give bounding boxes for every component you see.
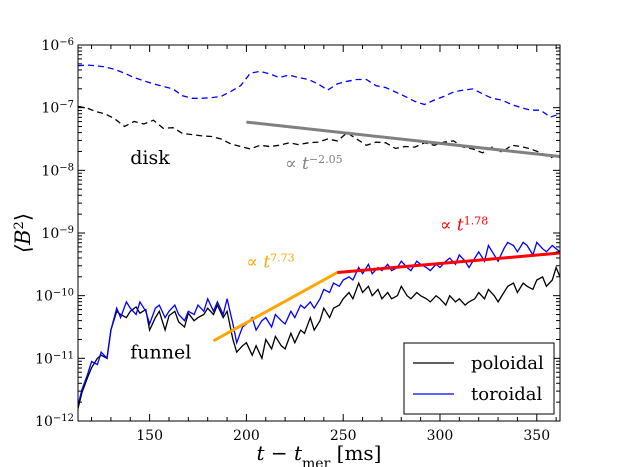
x-tick-label-300: 300 (427, 428, 454, 444)
legend-label-poloidal: poloidal (471, 353, 544, 374)
fit-funnel-early-line (212, 271, 339, 343)
legend: poloidal toroidal (403, 342, 555, 415)
fit-funnel-late-line (337, 251, 560, 274)
x-tick-label-350: 350 (523, 428, 550, 444)
x-axis-label: t − tmer [ms] (256, 441, 381, 467)
series-group (78, 64, 560, 409)
y-tick-label-−9: 10−9 (41, 225, 74, 243)
series-line-toroidal (78, 241, 560, 406)
fit-disk-label: ∝ t−2.05 (285, 153, 342, 175)
plot-area (78, 64, 560, 409)
fit-funnel-early-label: ∝ t7.73 (246, 251, 294, 273)
fit-funnel-late-label: ∝ t1.78 (440, 214, 488, 236)
annotations: ∝ t−2.05 ∝ t7.73 ∝ t1.78 disk funnel (130, 147, 488, 363)
legend-label-toroidal: toroidal (471, 384, 543, 405)
annotation-disk: disk (130, 147, 170, 169)
y-tick-label-−12: 10−12 (35, 413, 74, 431)
series-line-poloidal (78, 265, 560, 409)
x-tick-label-150: 150 (136, 428, 163, 444)
y-tick-label-−8: 10−8 (41, 162, 74, 180)
x-tick-label-200: 200 (233, 428, 260, 444)
y-tick-label-−7: 10−7 (41, 99, 74, 117)
x-tick-label-250: 250 (330, 428, 357, 444)
y-tick-label-−11: 10−11 (35, 350, 74, 368)
y-tick-label-−6: 10−6 (41, 37, 74, 55)
legend-box (403, 342, 555, 415)
y-tick-label-−10: 10−10 (35, 287, 74, 305)
y-axis-label: ⟨B2⟩ (11, 213, 35, 253)
annotation-funnel: funnel (130, 341, 191, 363)
series-line-disk-poloidal (78, 105, 560, 159)
axes: 150 200 250 300 350 10−6 10−7 10−8 10−9 10−10 10−1… (11, 37, 561, 467)
fit-disk-line (246, 120, 560, 159)
series-line-disk-toroidal (78, 64, 560, 118)
